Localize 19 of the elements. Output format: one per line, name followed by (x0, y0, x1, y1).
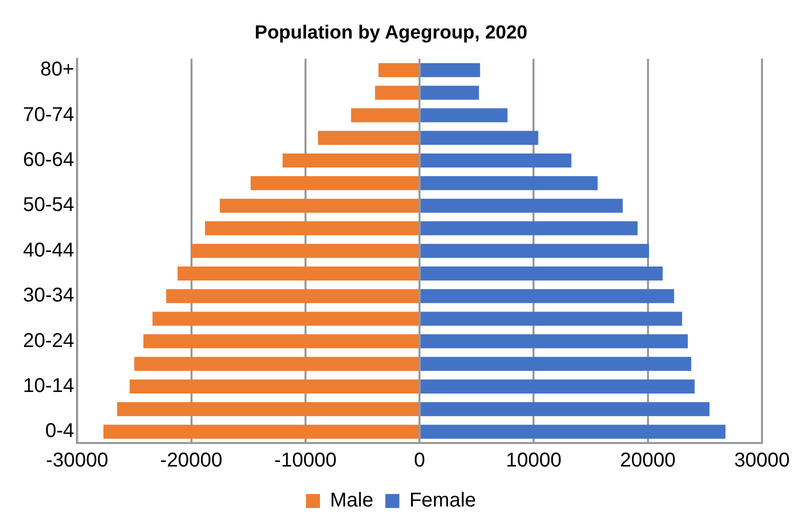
chart-title: Population by Agegroup, 2020 (254, 22, 528, 44)
x-tick-label: -10000 (274, 450, 337, 472)
y-tick-label: 70-74 (22, 104, 74, 126)
legend-label: Female (409, 490, 476, 512)
y-tick-label: 30-34 (22, 284, 74, 307)
y-tick-label: 40-44 (22, 239, 74, 262)
x-tick-label: 0 (414, 450, 426, 472)
x-tick-label: -20000 (160, 450, 222, 472)
x-tick-label: 30000 (734, 450, 790, 472)
x-tick-label: 10000 (506, 450, 562, 472)
y-tick-label: 10-14 (22, 375, 74, 398)
x-tick-label: -30000 (46, 450, 108, 472)
legend-label: Male (330, 490, 374, 512)
y-tick-label: 80+ (40, 58, 74, 81)
y-tick-label: 50-54 (22, 194, 74, 216)
y-tick-label: 20-24 (22, 330, 74, 352)
y-tick-label: 0-4 (45, 420, 74, 442)
x-tick-label: 20000 (620, 450, 676, 472)
y-tick-label: 60-64 (22, 149, 74, 172)
